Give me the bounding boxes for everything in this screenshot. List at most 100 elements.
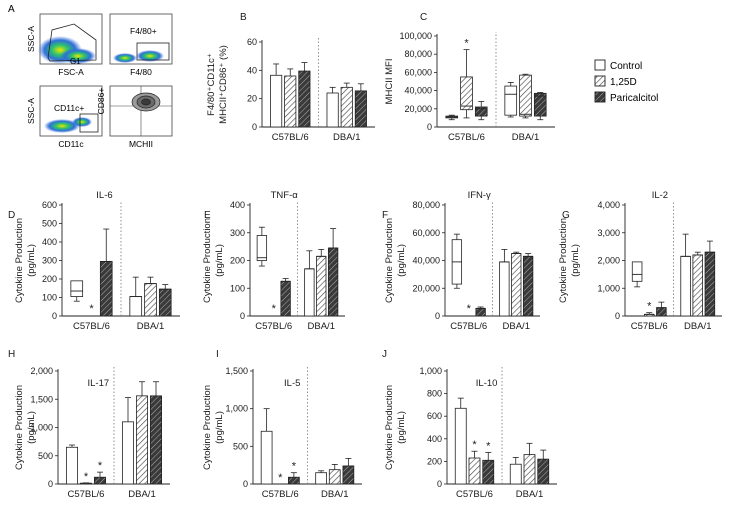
y-tick-label: 500	[42, 219, 57, 229]
panel-letter-C: C	[420, 12, 427, 23]
panel-letter-B: B	[240, 12, 247, 23]
bar	[284, 75, 297, 128]
y-tick-label: 0	[427, 122, 432, 132]
category-label: C57BL/6	[631, 321, 668, 332]
legend-swatch-125d	[594, 75, 606, 87]
flow-panel: A G1 FSC-A SSC-A F4/80+ F4/80	[8, 4, 173, 149]
y-tick-label: 400	[427, 434, 442, 444]
chart-title: IL-6	[96, 190, 112, 201]
y-tick-label: 1,000	[225, 404, 248, 414]
category-label: DBA/1	[516, 489, 543, 500]
y-tick-label: 300	[42, 256, 57, 266]
bar	[482, 459, 495, 485]
legend-label-control: Control	[610, 61, 642, 72]
bar	[298, 70, 311, 128]
significance-star: *	[486, 440, 491, 452]
flow-xlabel: FSC-A	[58, 67, 84, 77]
cell-density-cloud	[44, 119, 80, 133]
chart-title: IL-5	[284, 378, 300, 389]
y-tick-label: 1,000	[30, 423, 53, 433]
significance-star: *	[472, 439, 477, 451]
y-tick-label: 1,000	[597, 283, 620, 293]
bar	[288, 476, 300, 485]
box	[680, 255, 691, 317]
significance-star: *	[467, 303, 472, 315]
y-tick-label: 200	[230, 256, 245, 266]
y-tick-label: 80,000	[412, 200, 440, 210]
bar	[328, 469, 341, 485]
bar	[354, 90, 367, 128]
bar	[135, 395, 148, 485]
y-axis-label: Cytokine Production	[14, 385, 25, 470]
bar	[326, 92, 339, 128]
y-axis-label: Cytokine Production	[202, 218, 213, 303]
y-tick-label: 0	[243, 479, 248, 489]
significance-star: *	[272, 303, 277, 315]
y-tick-label: 20,000	[412, 283, 440, 293]
charts: B 0 20 40 60 F4/80⁺CD11c⁺ MHCII⁺CD86⁺ (%) C57BL…	[8, 12, 722, 500]
y-tick-label: 600	[42, 200, 57, 210]
box	[504, 85, 518, 116]
box	[475, 307, 486, 317]
box	[144, 283, 157, 317]
bar	[537, 458, 550, 485]
y-tick-label: 0	[240, 311, 245, 321]
flow-ylabel: CD86+	[96, 88, 106, 115]
bar	[509, 463, 522, 485]
cell-density-cloud	[72, 117, 92, 127]
y-tick-label: 0	[435, 311, 440, 321]
y-tick-label: 2,000	[597, 256, 620, 266]
box	[533, 92, 547, 117]
flow-ylabel: SSC-A	[26, 98, 36, 124]
y-axis-label: MHCII⁺CD86⁺ (%)	[218, 45, 229, 124]
y-axis-label: Cytokine Production	[14, 218, 25, 303]
y-tick-label: 4,000	[597, 200, 620, 210]
flow-plot-cd86-mchii: MCHII CD86+	[96, 85, 173, 149]
bar	[149, 395, 162, 485]
chart-title: IFN-γ	[468, 190, 491, 201]
box	[511, 253, 522, 317]
y-tick-label: 40,000	[412, 256, 440, 266]
y-axis-label: (pg/mL)	[570, 244, 581, 277]
flow-xlabel: MCHII	[129, 139, 153, 149]
y-tick-label: 40	[247, 65, 257, 75]
flow-xlabel: F4/80	[130, 67, 152, 77]
significance-star: *	[647, 301, 652, 313]
gate-label: G1	[70, 57, 81, 66]
y-axis-label: MHCII MFI	[384, 59, 395, 105]
category-label: DBA/1	[333, 132, 360, 143]
bar	[523, 454, 536, 485]
legend: Control 1,25D Paricalcitol	[594, 59, 658, 104]
category-label: C57BL/6	[73, 321, 110, 332]
legend-swatch-paricalcitol	[594, 91, 606, 103]
y-tick-label: 1,500	[30, 394, 53, 404]
flow-plot-fsc-ssc: G1 FSC-A SSC-A	[26, 13, 103, 77]
significance-star: *	[292, 461, 297, 473]
y-tick-label: 600	[427, 411, 442, 421]
y-axis-label: Cytokine Production	[202, 385, 213, 470]
box	[316, 255, 327, 317]
y-tick-label: 500	[233, 441, 248, 451]
chart-title: IL-2	[652, 190, 668, 201]
chart-panel-D: D IL-6 0 100 200 300 400 500 600 Cytokine Product…	[8, 190, 180, 332]
y-tick-label: 400	[230, 200, 245, 210]
panel-letter-D: D	[8, 210, 15, 221]
flow-plot-cd11c: CD11c+ CD11c SSC-A	[26, 85, 103, 149]
bar	[315, 472, 327, 485]
legend-label-paricalcitol: Paricalcitol	[610, 93, 658, 104]
y-axis-label: (pg/mL)	[214, 411, 225, 444]
box	[158, 288, 172, 317]
bar	[66, 446, 79, 485]
significance-star: *	[98, 460, 103, 472]
box	[129, 296, 143, 317]
chart-panel-C: C 0 20,000 40,000 60,000 80,000 100,000 MHCII M…	[384, 12, 555, 143]
box	[304, 268, 315, 317]
y-tick-label: 1,000	[419, 366, 442, 376]
contour	[141, 98, 151, 106]
category-label: C57BL/6	[262, 489, 299, 500]
y-axis-label: Cytokine Production	[384, 218, 395, 303]
panel-letter-E: E	[204, 210, 211, 221]
legend-swatch-control	[594, 59, 606, 71]
